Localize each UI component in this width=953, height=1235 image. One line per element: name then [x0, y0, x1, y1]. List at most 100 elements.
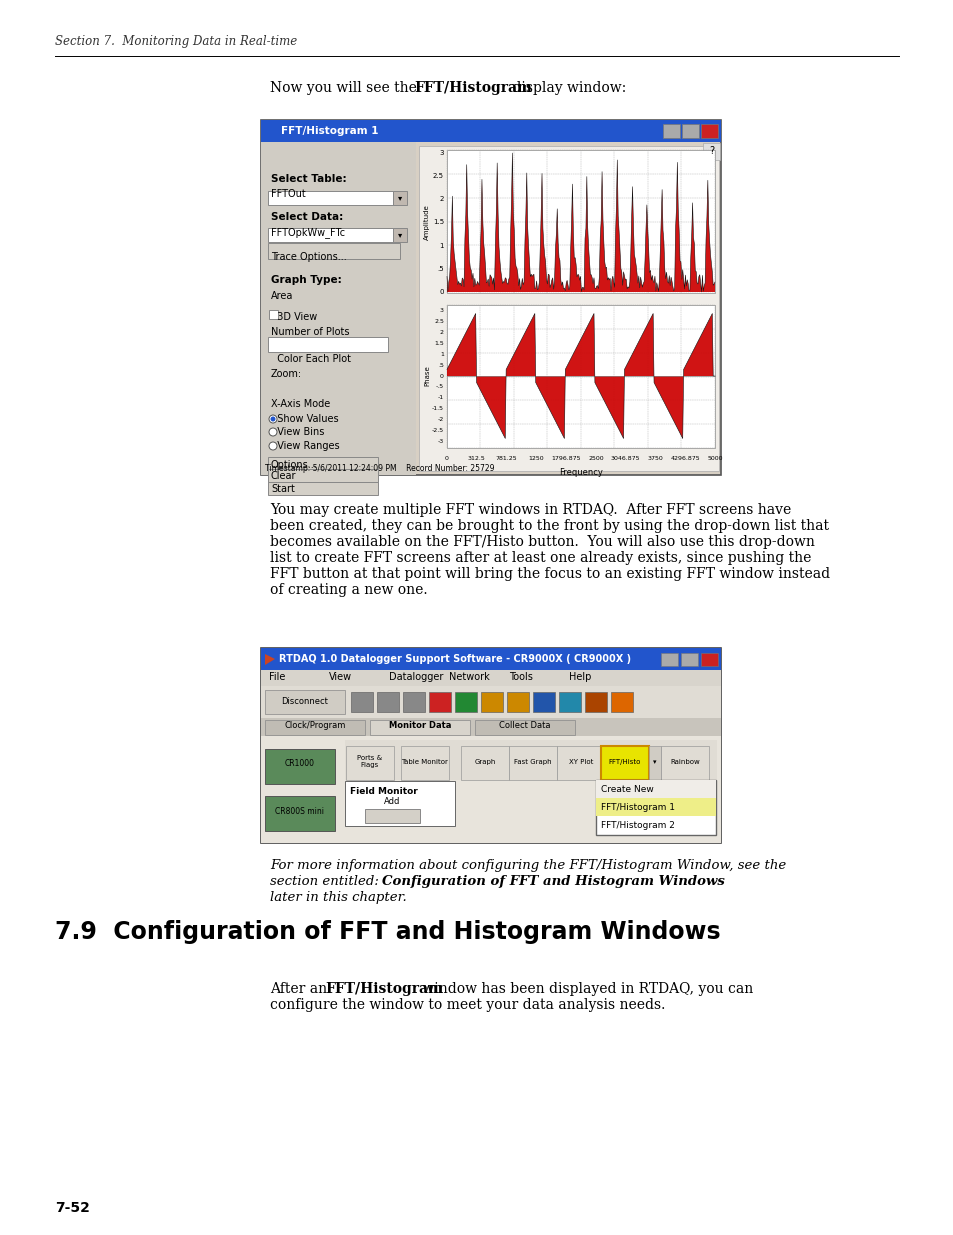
Bar [261, 736, 720, 844]
Text: View Bins: View Bins [271, 427, 324, 437]
Text: 1.5: 1.5 [433, 220, 443, 226]
Bar [268, 337, 388, 352]
Text: FFT/Histogram 1: FFT/Histogram 1 [281, 126, 378, 136]
Bar [680, 653, 698, 666]
Bar [402, 692, 424, 713]
Text: 1796.875: 1796.875 [551, 456, 580, 461]
Bar [265, 690, 345, 714]
Text: Collect Data: Collect Data [498, 721, 550, 730]
Text: FFT/Histo: FFT/Histo [608, 760, 640, 764]
Bar [648, 746, 660, 781]
Text: Timestamp: 5/6/2011 12:24:09 PM    Record Number: 25729: Timestamp: 5/6/2011 12:24:09 PM Record N… [265, 464, 494, 473]
Text: FFT/Histogram 1: FFT/Histogram 1 [600, 803, 675, 811]
Text: Number of Plots: Number of Plots [271, 327, 349, 337]
Text: ▾: ▾ [397, 231, 402, 240]
Bar [702, 143, 720, 161]
Text: .5: .5 [436, 266, 443, 272]
Bar [596, 781, 716, 798]
Text: Clock/Program: Clock/Program [284, 721, 345, 730]
Bar [345, 781, 455, 826]
Text: CR800S mini: CR800S mini [275, 806, 324, 815]
Text: Table Monitor: Table Monitor [401, 760, 448, 764]
Text: Frequency: Frequency [558, 468, 602, 477]
Text: later in this chapter.: later in this chapter. [270, 890, 406, 904]
Text: Section 7.  Monitoring Data in Real-time: Section 7. Monitoring Data in Real-time [55, 35, 297, 48]
Bar [660, 746, 708, 781]
Text: View Ranges: View Ranges [271, 441, 339, 451]
Text: 3D View: 3D View [271, 312, 317, 322]
Text: becomes available on the FFT/Histo button.  You will also use this drop-down: becomes available on the FFT/Histo butto… [270, 535, 814, 550]
Circle shape [269, 429, 276, 436]
Text: 2: 2 [439, 330, 443, 335]
Text: FFT/Histogram: FFT/Histogram [414, 82, 532, 95]
Bar [268, 228, 393, 242]
Bar [261, 648, 720, 844]
Bar [660, 653, 678, 666]
Text: Ports &
Flags: Ports & Flags [357, 756, 382, 768]
Bar [345, 740, 717, 781]
Bar [261, 120, 720, 142]
Bar [429, 692, 451, 713]
Bar [509, 746, 557, 781]
Bar [268, 482, 377, 495]
Bar [365, 809, 419, 823]
Text: configure the window to meet your data analysis needs.: configure the window to meet your data a… [270, 998, 664, 1011]
Text: 1: 1 [439, 242, 443, 248]
Text: Fast Graph: Fast Graph [514, 760, 551, 764]
Text: Graph: Graph [474, 760, 496, 764]
Text: -2.5: -2.5 [432, 429, 443, 433]
Bar [269, 310, 277, 319]
Bar [351, 692, 373, 713]
Text: 0: 0 [439, 373, 443, 378]
Text: list to create FFT screens after at least one already exists, since pushing the: list to create FFT screens after at leas… [270, 551, 810, 564]
Bar [370, 720, 470, 735]
Circle shape [269, 415, 276, 424]
Text: -2: -2 [437, 417, 443, 422]
Text: Graph Type:: Graph Type: [271, 275, 341, 285]
Bar [584, 692, 606, 713]
Text: 2: 2 [439, 196, 443, 203]
Text: Show Values: Show Values [271, 414, 338, 424]
Text: For more information about configuring the FFT/Histogram Window, see the: For more information about configuring t… [270, 860, 785, 872]
Bar [475, 720, 575, 735]
Text: Help: Help [568, 672, 591, 682]
Bar [596, 798, 716, 816]
Circle shape [271, 416, 275, 421]
Bar [700, 124, 718, 138]
Text: 2.5: 2.5 [433, 173, 443, 179]
Text: 7.9  Configuration of FFT and Histogram Windows: 7.9 Configuration of FFT and Histogram W… [55, 920, 720, 944]
Text: 781.25: 781.25 [496, 456, 517, 461]
Bar [480, 692, 502, 713]
Text: 3: 3 [439, 308, 443, 312]
Bar [261, 120, 720, 475]
Polygon shape [265, 655, 274, 664]
Text: Configuration of FFT and Histogram Windows: Configuration of FFT and Histogram Windo… [381, 876, 724, 888]
Text: FFTOpkWw_FTc: FFTOpkWw_FTc [271, 227, 345, 238]
Text: Add: Add [383, 798, 399, 806]
Text: After an: After an [270, 982, 331, 995]
Bar [506, 692, 529, 713]
Text: Field Monitor: Field Monitor [350, 787, 417, 797]
Text: section entitled:: section entitled: [270, 876, 387, 888]
Text: 5000: 5000 [706, 456, 722, 461]
Text: Now you will see the: Now you will see the [270, 82, 421, 95]
Text: 2.5: 2.5 [434, 319, 443, 324]
Text: Color Each Plot: Color Each Plot [271, 354, 351, 364]
Text: Tools: Tools [509, 672, 533, 682]
Text: 2500: 2500 [587, 456, 603, 461]
Text: .5: .5 [437, 363, 443, 368]
Bar [261, 685, 720, 718]
Bar [558, 692, 580, 713]
Bar [700, 653, 718, 666]
Text: 3750: 3750 [647, 456, 662, 461]
Text: Select Data:: Select Data: [271, 212, 343, 222]
Text: FFT button at that point will bring the focus to an existing FFT window instead: FFT button at that point will bring the … [270, 567, 829, 580]
Bar [268, 243, 399, 259]
Text: Zoom:: Zoom: [271, 369, 302, 379]
Text: 0: 0 [439, 289, 443, 295]
Text: Rainbow: Rainbow [669, 760, 700, 764]
Text: FFT/Histogram: FFT/Histogram [325, 982, 442, 995]
Text: of creating a new one.: of creating a new one. [270, 583, 427, 597]
Bar [265, 797, 335, 831]
Bar [681, 124, 699, 138]
